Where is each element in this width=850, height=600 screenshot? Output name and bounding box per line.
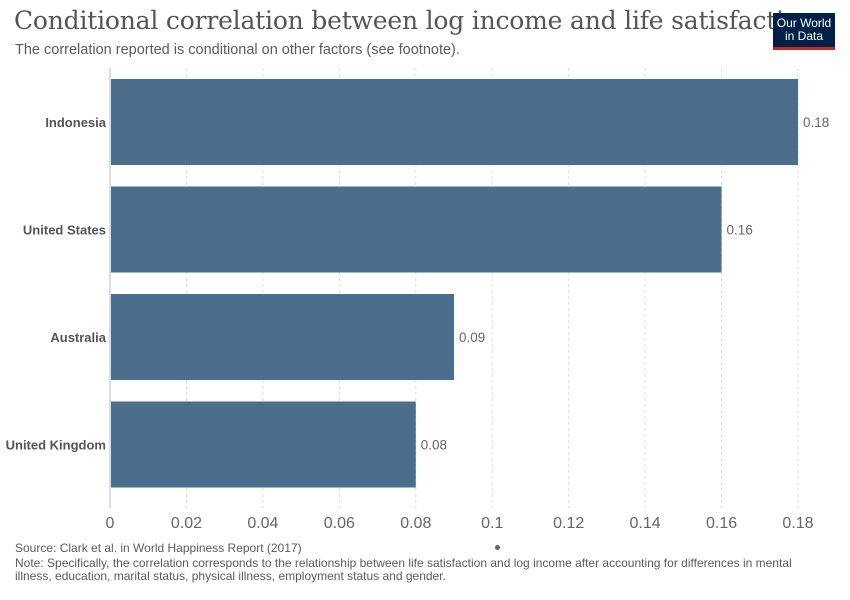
source-text: Source: Clark et al. in World Happiness … [15, 541, 302, 555]
value-label: 0.16 [727, 223, 753, 238]
chart-footer: Source: Clark et al. in World Happiness … [15, 542, 815, 583]
value-label: 0.09 [459, 330, 485, 345]
chart-title: Conditional correlation between log inco… [14, 6, 815, 35]
x-tick-label: 0.1 [481, 515, 503, 532]
category-label: Indonesia [45, 115, 106, 130]
x-axis: 0 0.02 0.04 0.06 0.08 0.1 0.12 0.14 0.16 0.18 [106, 68, 814, 532]
x-tick-label: 0.04 [247, 515, 278, 532]
x-tick-label: 0 [106, 515, 115, 532]
logo-line-1: Our World [776, 16, 832, 30]
logo-line-2: in Data [784, 29, 824, 43]
bar [111, 294, 454, 380]
value-label: 0.18 [803, 115, 829, 130]
x-tick-label: 0.18 [782, 515, 813, 532]
x-tick-label: 0.02 [171, 515, 202, 532]
category-label: United Kingdom [6, 438, 106, 453]
note-text: Note: Specifically, the correlation corr… [15, 556, 792, 583]
category-label: Australia [50, 330, 106, 345]
bars: Indonesia 0.18 United States 0.16 Australia 0… [6, 79, 829, 488]
x-tick-label: 0.12 [553, 515, 584, 532]
x-tick-label: 0.08 [400, 515, 431, 532]
category-label: United States [23, 223, 106, 238]
bar [111, 79, 798, 165]
x-tick-label: 0.16 [706, 515, 737, 532]
bar [111, 401, 416, 488]
value-label: 0.08 [421, 438, 447, 453]
bar [111, 186, 722, 273]
x-tick-label: 0.14 [630, 515, 661, 532]
pagination-dot[interactable] [495, 545, 500, 550]
owid-logo[interactable]: Our World in Data [773, 13, 835, 50]
chart-subtitle: The correlation reported is conditional … [15, 42, 460, 58]
x-tick-label: 0.06 [324, 515, 355, 532]
